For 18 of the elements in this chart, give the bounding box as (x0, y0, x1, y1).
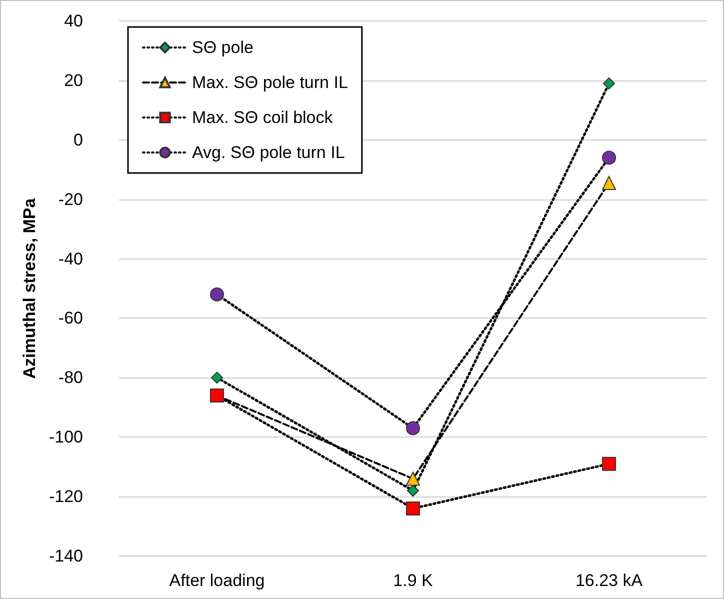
legend-label: Max. SΘ coil block (192, 108, 334, 127)
y-tick-label: 40 (64, 12, 83, 30)
y-tick-label: 0 (74, 130, 83, 150)
y-tick-label: -140 (48, 546, 83, 566)
y-tick-label: -100 (48, 428, 83, 447)
y-axis-title: Azimuthal stress, MPa (20, 198, 40, 379)
legend-label: Avg. SΘ pole turn IL (192, 143, 345, 162)
legend-label: Max. SΘ pole turn IL (192, 73, 348, 92)
y-tick-label: -20 (58, 190, 83, 209)
y-tick-label: -60 (58, 308, 83, 328)
x-tick-label: After loading (169, 571, 265, 590)
y-tick-label: 20 (64, 70, 83, 90)
y-tick-label: -80 (58, 368, 83, 388)
y-tick-label: -120 (48, 487, 83, 506)
legend-label: SΘ pole (192, 38, 254, 57)
y-tick-label: -40 (58, 249, 83, 268)
x-tick-label: 16.23 kA (575, 571, 644, 590)
x-tick-label: 1.9 K (393, 571, 434, 590)
